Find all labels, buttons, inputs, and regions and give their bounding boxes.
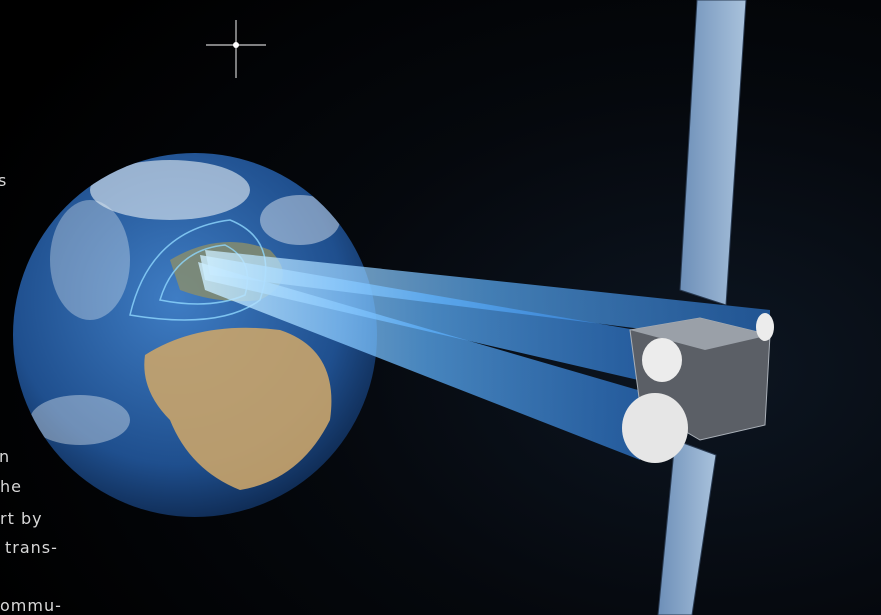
- solar-panels: [657, 0, 747, 615]
- dish: [756, 313, 774, 341]
- dish: [642, 338, 682, 382]
- satellite: [622, 313, 774, 463]
- text-fragment: he: [0, 477, 22, 496]
- text-fragment: n: [0, 447, 10, 466]
- beams: [198, 250, 770, 460]
- star: [206, 20, 266, 78]
- dish: [622, 393, 688, 463]
- text-fragment: ommu-: [0, 596, 62, 615]
- text-fragment: s: [0, 171, 7, 190]
- text-fragment: trans-: [5, 538, 58, 557]
- text-fragment: rt by: [0, 509, 43, 528]
